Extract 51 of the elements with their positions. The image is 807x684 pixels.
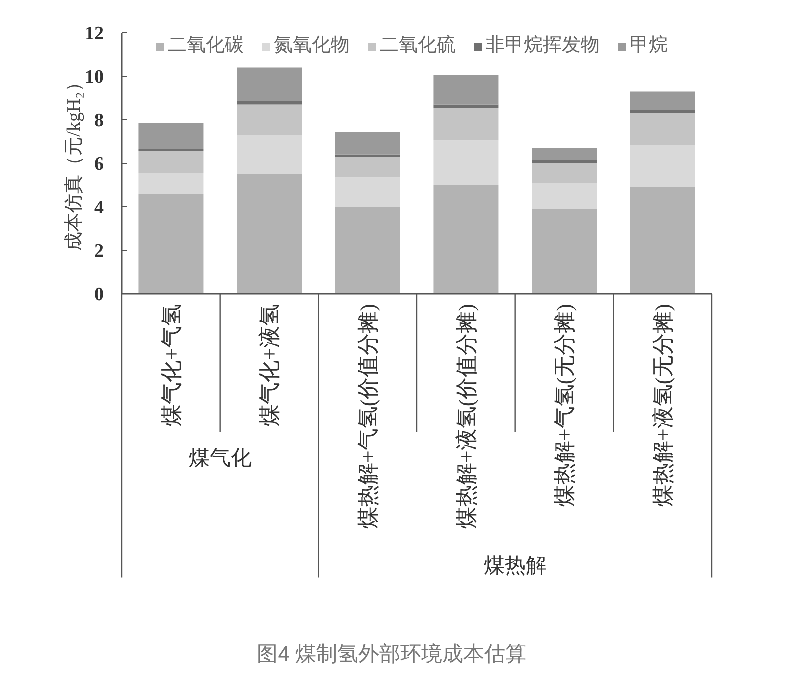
legend-label: 氮氧化物 xyxy=(274,35,350,56)
bar xyxy=(532,148,598,160)
y-tick-label: 4 xyxy=(94,198,104,219)
y-tick-label: 0 xyxy=(94,284,104,306)
bar xyxy=(237,68,302,102)
y-tick-label: 12 xyxy=(85,24,104,45)
legend-label: 非甲烷挥发物 xyxy=(486,35,600,56)
x-tick-label: 煤热解+液氢(价值分摊) xyxy=(454,304,479,530)
bar xyxy=(138,173,204,194)
bar xyxy=(630,110,696,114)
bar xyxy=(138,194,204,294)
bar xyxy=(630,113,696,146)
y-axis-title: 成本仿真（元/kgH₂） xyxy=(64,73,84,251)
x-tick-label: 煤热解+气氢(价值分摊) xyxy=(356,304,381,530)
text: 煤气化 xyxy=(188,446,252,470)
bar xyxy=(335,156,400,178)
bar xyxy=(434,104,499,108)
bar xyxy=(630,187,696,294)
bar xyxy=(237,135,302,174)
bar xyxy=(434,140,499,186)
bar xyxy=(237,102,302,105)
bar xyxy=(434,75,499,105)
x-tick-label: 煤热解+气氢(无分摊) xyxy=(552,304,578,508)
bar xyxy=(335,132,400,155)
bar xyxy=(532,160,598,164)
y-tick-label: 10 xyxy=(85,67,104,88)
x-tick-label: 煤气化+液氢 xyxy=(257,304,282,426)
x-tick-label: 煤热解+液氢(无分摊) xyxy=(650,304,676,508)
bar xyxy=(138,123,204,150)
bar xyxy=(138,152,204,174)
bar xyxy=(532,164,598,184)
y-tick-label: 8 xyxy=(94,110,104,132)
text: 图4 煤制氢外部环境成本估算 xyxy=(256,642,528,668)
bar xyxy=(335,178,400,207)
bar xyxy=(237,174,302,294)
text: 煤热解 xyxy=(484,554,547,578)
legend-label: 甲烷 xyxy=(630,35,668,56)
bar xyxy=(532,209,598,294)
bar xyxy=(434,185,499,294)
x-tick-label: 煤气化+气氢 xyxy=(158,304,184,426)
bar xyxy=(237,104,302,136)
bar xyxy=(630,145,696,188)
legend-label: 二氧化硫 xyxy=(380,35,456,56)
bar xyxy=(630,92,696,110)
bar xyxy=(434,108,499,141)
bar xyxy=(138,149,204,152)
bar xyxy=(335,207,400,294)
legend-label: 二氧化碳 xyxy=(168,35,244,56)
y-tick-label: 6 xyxy=(94,154,104,176)
bar xyxy=(532,183,598,210)
y-tick-label: 2 xyxy=(94,241,104,262)
